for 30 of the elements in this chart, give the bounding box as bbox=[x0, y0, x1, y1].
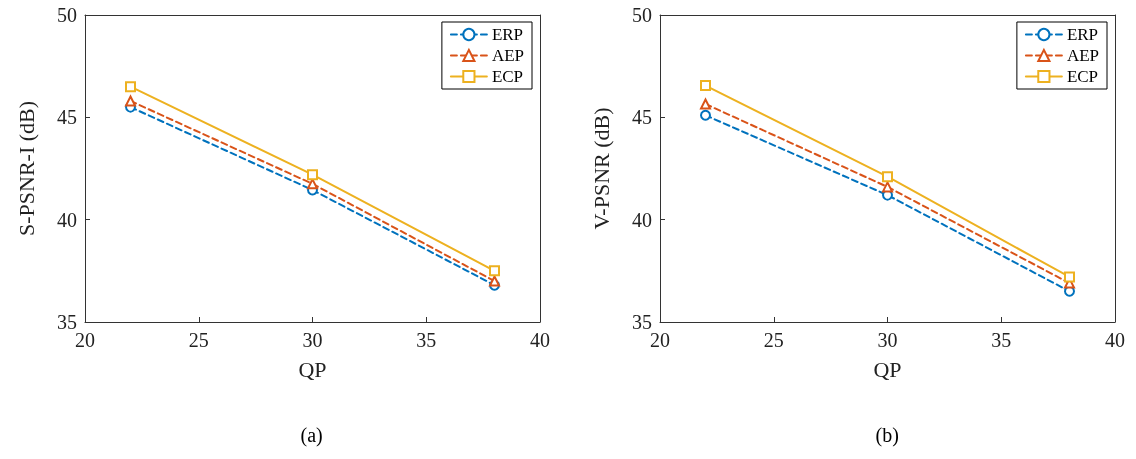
x-tick-label: 40 bbox=[530, 329, 550, 351]
y-tick-label: 40 bbox=[632, 208, 652, 231]
y-tick-label: 35 bbox=[632, 311, 652, 333]
x-tick-label: 25 bbox=[188, 329, 209, 351]
x-tick-label: 40 bbox=[1105, 329, 1125, 351]
x-tick-label: 20 bbox=[75, 329, 95, 351]
x-axis-title: QP bbox=[873, 356, 902, 382]
x-tick-label: 30 bbox=[302, 329, 323, 351]
legend-label: ECP bbox=[491, 67, 524, 86]
y-axis-title: S-PSNR-I (dB) bbox=[13, 100, 39, 237]
y-tick-label: 40 bbox=[57, 208, 77, 231]
x-tick-label: 35 bbox=[991, 329, 1012, 351]
y-tick-label: 45 bbox=[57, 106, 77, 129]
x-tick-label: 35 bbox=[416, 329, 437, 351]
x-tick-label: 25 bbox=[763, 329, 784, 351]
text: (a) bbox=[300, 424, 323, 447]
x-axis-title: QP bbox=[298, 356, 327, 382]
x-tick-label: 20 bbox=[650, 329, 670, 351]
y-tick-label: 50 bbox=[57, 4, 77, 26]
y-tick-label: 50 bbox=[632, 4, 652, 26]
legend-label: AEP bbox=[491, 46, 525, 65]
text: (b) bbox=[875, 424, 899, 447]
y-axis-title: V-PSNR (dB) bbox=[588, 107, 614, 230]
x-tick-label: 30 bbox=[877, 329, 898, 351]
legend-label: AEP bbox=[1066, 46, 1100, 65]
y-tick-label: 45 bbox=[632, 106, 652, 129]
legend-label: ERP bbox=[1066, 25, 1099, 44]
legend-label: ERP bbox=[491, 25, 524, 44]
y-tick-label: 35 bbox=[57, 311, 77, 333]
legend-label: ECP bbox=[1066, 67, 1099, 86]
